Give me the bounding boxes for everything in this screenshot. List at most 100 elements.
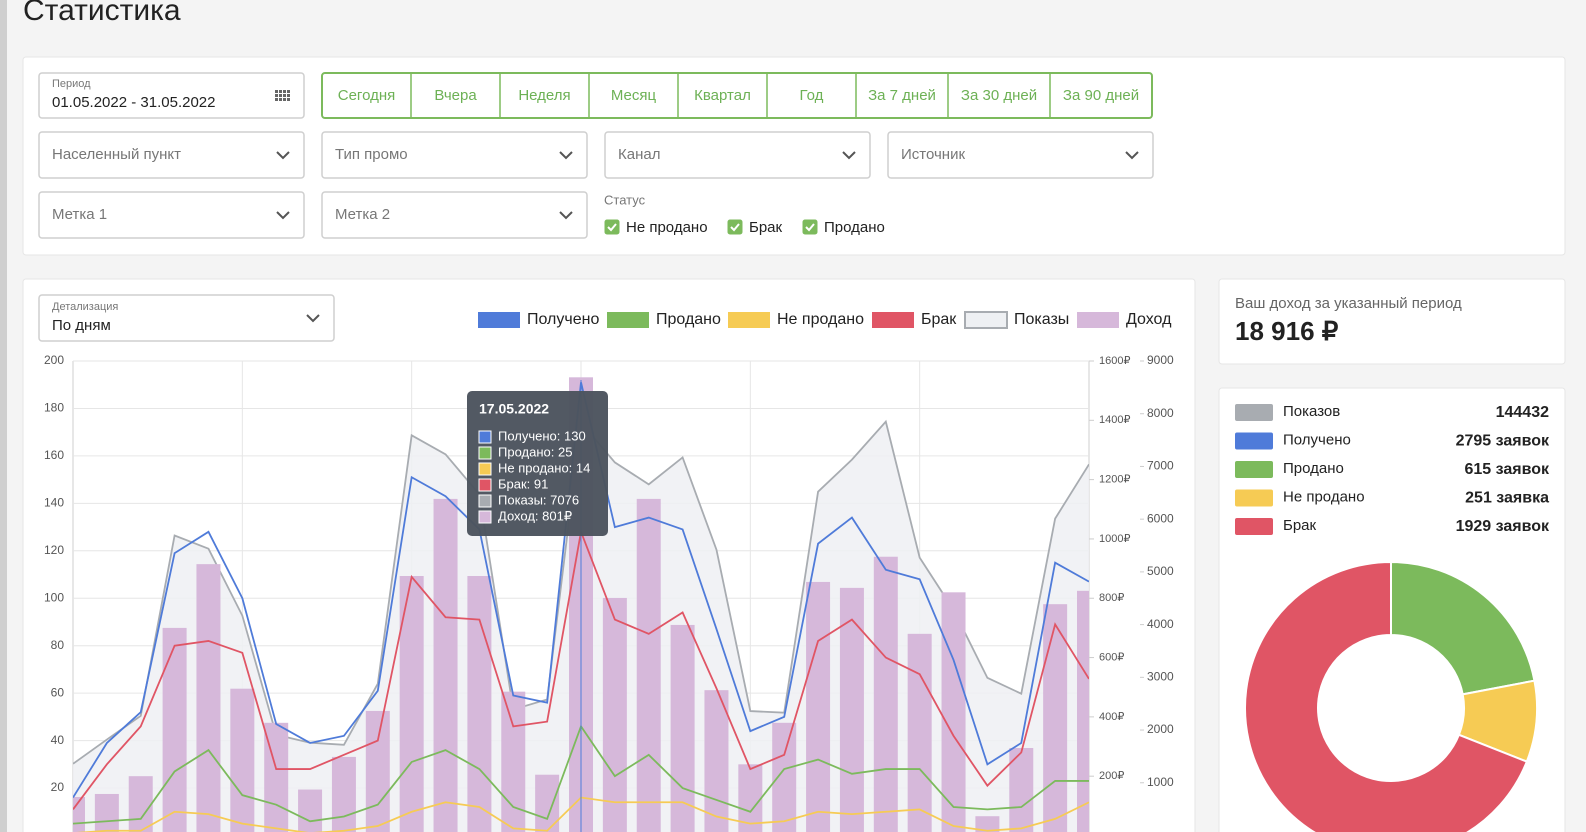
bar [602, 597, 627, 832]
legend-label[interactable]: Доход [1126, 311, 1172, 328]
quick-button[interactable]: За 7 дней [868, 87, 936, 104]
bar [298, 789, 323, 832]
stat-name: Не продано [1283, 488, 1365, 505]
checkbox-label: Не продано [626, 219, 708, 236]
tooltip-item: Продано: 25 [498, 444, 572, 459]
tooltip-swatch [478, 510, 492, 524]
bar [467, 576, 492, 832]
y3-tick-label: 2000 [1147, 722, 1174, 736]
quick-button[interactable]: Сегодня [338, 87, 396, 104]
quick-button[interactable]: Вчера [434, 87, 477, 104]
checkbox-label: Продано [824, 219, 885, 236]
y2-tick-label: 1000₽ [1099, 533, 1130, 545]
quick-button[interactable]: За 90 дней [1063, 87, 1139, 104]
bar [772, 722, 797, 832]
y-tick-label: 80 [51, 638, 65, 652]
tooltip-title: 17.05.2022 [479, 401, 549, 417]
tooltip-swatch [478, 494, 492, 508]
legend-swatch [607, 312, 649, 328]
bar [873, 556, 898, 832]
y2-tick-label: 1600₽ [1099, 355, 1130, 367]
y3-tick-label: 4000 [1147, 617, 1174, 631]
stat-value: 144432 [1496, 404, 1549, 421]
select[interactable] [38, 131, 305, 179]
page-title: Статистика [23, 0, 181, 27]
stat-value: 2795 заявок [1456, 433, 1550, 450]
stat-swatch [1235, 432, 1273, 450]
tooltip [467, 391, 608, 536]
detail-select[interactable] [38, 294, 335, 342]
chevron [276, 151, 290, 160]
select[interactable] [321, 131, 588, 179]
legend-swatch [964, 311, 1008, 329]
y-tick-label: 200 [44, 353, 64, 367]
y-tick-label: 120 [44, 543, 64, 557]
select[interactable] [38, 191, 305, 239]
stat-swatch [1235, 404, 1273, 421]
period-label: Период [52, 78, 91, 90]
bar [941, 592, 966, 832]
quick-button[interactable]: Квартал [694, 87, 751, 104]
status-label: Статус [604, 192, 646, 207]
quick-button[interactable]: Неделя [518, 87, 570, 104]
chevron [306, 314, 320, 323]
check-mark [805, 223, 815, 232]
legend-label[interactable]: Получено [527, 311, 599, 328]
y3-tick-label: 7000 [1147, 459, 1174, 473]
tooltip-swatch [478, 462, 492, 476]
select[interactable] [321, 191, 588, 239]
tooltip-item: Не продано: 14 [498, 460, 590, 475]
legend-label[interactable]: Продано [656, 311, 721, 328]
y-tick-label: 140 [44, 496, 64, 510]
bar [331, 756, 356, 832]
legend-label[interactable]: Показы [1014, 311, 1069, 328]
bar [1009, 748, 1034, 832]
y3-tick-label: 9000 [1147, 353, 1174, 367]
stat-swatch [1235, 489, 1273, 507]
checkbox[interactable] [727, 219, 743, 235]
stat-name: Получено [1283, 431, 1351, 448]
y2-tick-label: 1200₽ [1099, 474, 1130, 486]
legend-swatch [478, 312, 520, 328]
quick-button[interactable]: Год [800, 87, 824, 104]
calendar-icon [275, 90, 290, 101]
select[interactable] [604, 131, 871, 179]
checkbox[interactable] [604, 219, 620, 235]
bar [94, 793, 119, 832]
y-tick-label: 40 [51, 733, 65, 747]
stat-name: Продано [1283, 460, 1344, 477]
select[interactable] [887, 131, 1154, 179]
period-value: 01.05.2022 - 31.05.2022 [52, 94, 215, 111]
legend-swatch [728, 312, 770, 328]
bar [636, 498, 661, 832]
legend-label[interactable]: Не продано [777, 311, 864, 328]
quick-button[interactable]: За 30 дней [961, 87, 1037, 104]
y3-tick-label: 8000 [1147, 406, 1174, 420]
y2-tick-label: 400₽ [1099, 711, 1124, 723]
legend-label[interactable]: Брак [921, 311, 957, 328]
select-placeholder: Канал [618, 146, 660, 163]
quick-button[interactable]: Месяц [611, 87, 657, 104]
chevron [1125, 151, 1139, 160]
select-placeholder: Источник [901, 146, 965, 163]
stat-value: 1929 заявок [1456, 518, 1550, 535]
checkbox-label: Брак [749, 219, 783, 236]
y3-tick-label: 6000 [1147, 511, 1174, 525]
check-mark [730, 223, 740, 232]
chevron [842, 151, 856, 160]
stat-value: 251 заявка [1465, 490, 1549, 507]
y-tick-label: 160 [44, 448, 64, 462]
period-input[interactable] [38, 72, 305, 119]
detail-label: Детализация [52, 301, 118, 313]
bar [365, 710, 390, 832]
checkbox[interactable] [802, 219, 818, 235]
bar [907, 633, 932, 832]
stat-swatch [1235, 518, 1273, 535]
y2-tick-label: 200₽ [1099, 770, 1124, 782]
y3-tick-label: 5000 [1147, 564, 1174, 578]
bar [670, 624, 695, 832]
tooltip-swatch [478, 446, 492, 460]
bar [1077, 590, 1089, 832]
